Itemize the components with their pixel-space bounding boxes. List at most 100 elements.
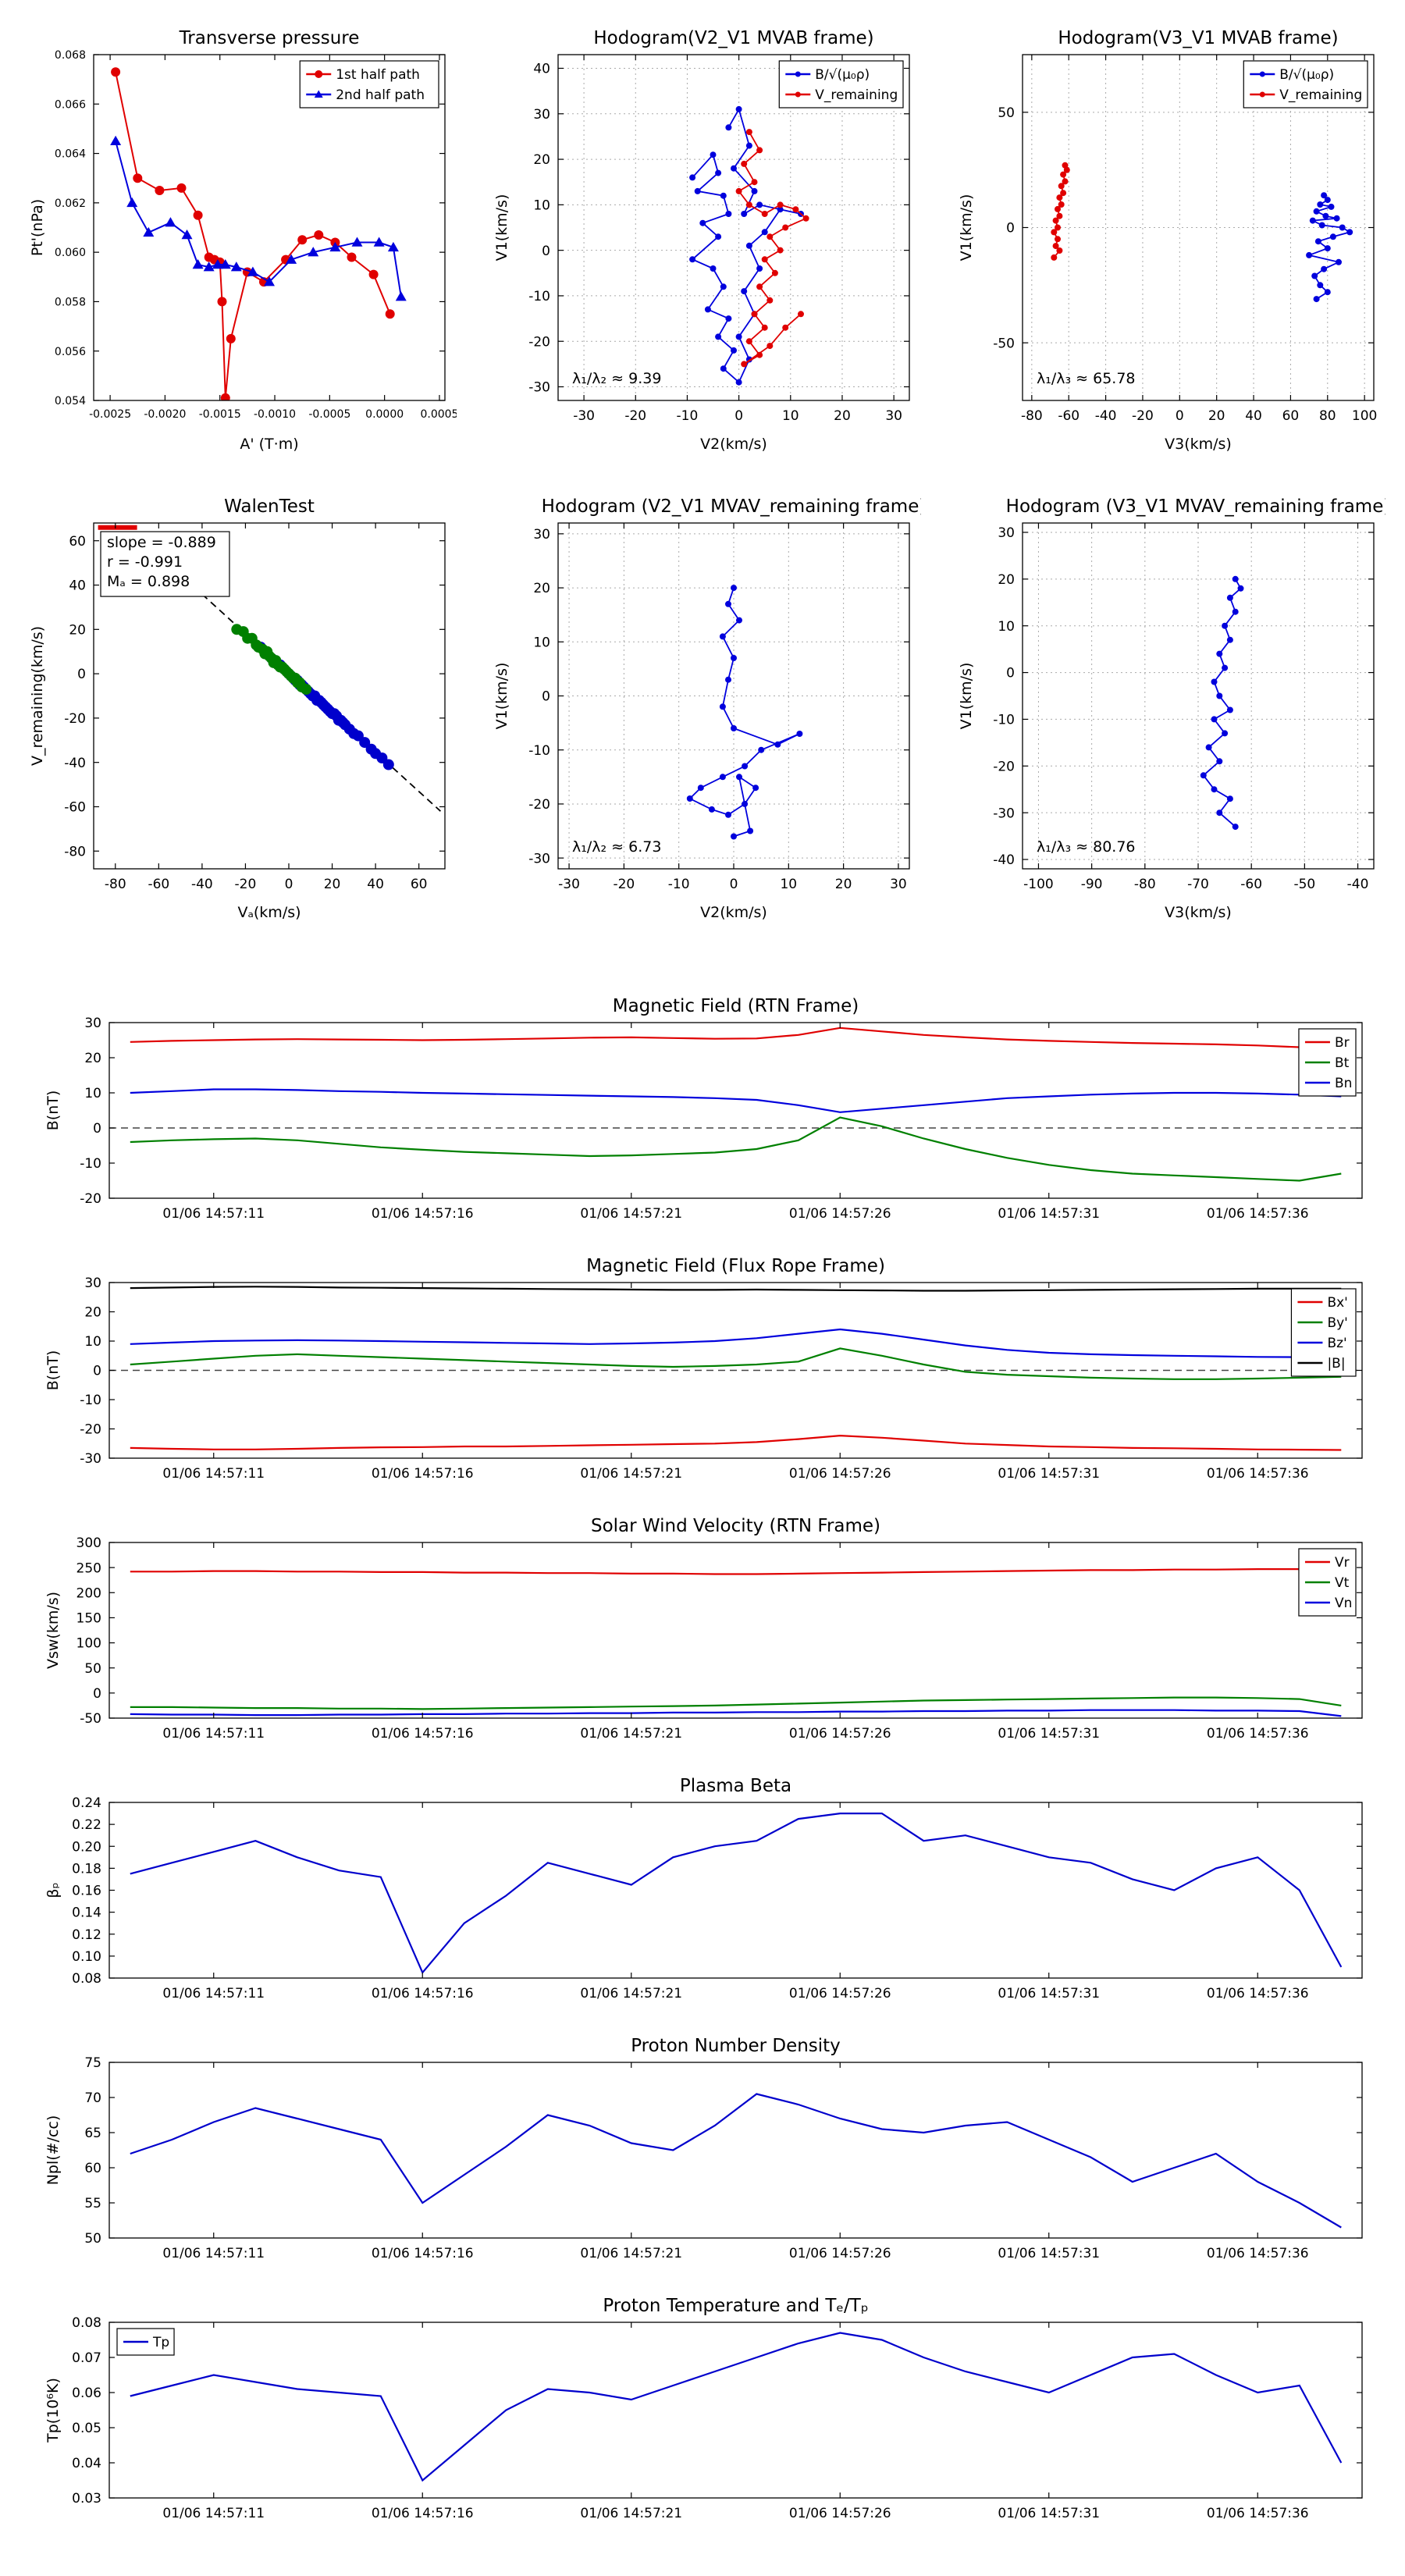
x-axis-label: A' (T·m) — [240, 436, 298, 453]
legend-marker — [314, 90, 323, 98]
x-tick-label: -0.0020 — [144, 408, 186, 421]
x-tick-label: 30 — [885, 408, 902, 424]
y-tick-label: 0.12 — [72, 1927, 101, 1943]
x-tick-label: 01/06 14:57:11 — [162, 1466, 265, 1482]
axes-frame — [93, 54, 446, 401]
y-tick-label: -50 — [993, 336, 1015, 351]
y-tick-label: 0.10 — [72, 1949, 101, 1965]
x-tick-label: 01/06 14:57:36 — [1207, 1726, 1309, 1742]
legend-label: Bz' — [1327, 1336, 1346, 1351]
legend-label: B/√(μ₀ρ) — [815, 67, 870, 83]
chart-title: Hodogram(V2_V1 MVAB frame) — [593, 28, 873, 48]
chart-title: WalenTest — [224, 496, 315, 517]
y-tick-label: 60 — [84, 2161, 101, 2176]
y-tick-label: 0.20 — [72, 1839, 101, 1855]
y-tick-label: 40 — [533, 62, 550, 77]
markers-b-path — [1200, 575, 1244, 831]
series-Bx-prime — [130, 1434, 1342, 1451]
y-tick-label: 0 — [1006, 221, 1015, 237]
chart-title: Plasma Beta — [680, 1776, 791, 1796]
chart-title: Magnetic Field (RTN Frame) — [613, 996, 859, 1016]
y-tick-label: 0.056 — [55, 346, 86, 358]
y-tick-label: -30 — [993, 806, 1015, 821]
series-b-path — [1202, 578, 1242, 827]
hodogram-v2v1-mvab-chart: -30 -20 -10 0 10 20 30 -30 -20 -10 0 10 20 30 40 Hodogr… — [484, 20, 921, 457]
y-tick-label: 150 — [76, 1611, 101, 1627]
legend: Tp — [116, 2328, 175, 2356]
x-tick-label: 01/06 14:57:11 — [162, 2246, 265, 2261]
x-tick-label: 01/06 14:57:31 — [998, 2506, 1100, 2521]
y-tick-label: 20 — [533, 581, 550, 596]
y-tick-label: 0.058 — [55, 296, 86, 308]
series-first-half-path — [115, 71, 391, 398]
y-axis-label: V1(km/s) — [958, 194, 975, 262]
y-axis-label: B(nT) — [44, 1350, 62, 1391]
y-tick-label: 70 — [84, 2090, 101, 2106]
chart-svg: -30 -20 -10 0 10 20 30 -30 -20 -10 0 10 20 30 Hodogram… — [493, 496, 926, 921]
y-tick-label: 0.14 — [72, 1905, 101, 1921]
y-tick-label: -20 — [64, 711, 86, 727]
markers-walen-green-points — [231, 624, 312, 695]
x-tick-label: -50 — [1293, 877, 1315, 892]
series-group — [130, 1286, 1342, 1451]
legend-marker — [795, 71, 801, 77]
y-tick-label: 0.068 — [55, 49, 86, 62]
y-tick-label: -80 — [64, 844, 86, 859]
y-tick-label: -50 — [80, 1711, 101, 1727]
x-axis-label: V2(km/s) — [700, 436, 767, 453]
x-tick-label: -10 — [677, 408, 699, 424]
x-tick-label: 01/06 14:57:36 — [1207, 2506, 1309, 2521]
y-tick-label: -10 — [993, 713, 1015, 728]
x-tick-label: 01/06 14:57:26 — [789, 1206, 891, 1222]
x-tick-label: 20 — [324, 877, 341, 892]
y-tick-label: -40 — [993, 852, 1015, 868]
x-tick-label: 01/06 14:57:31 — [998, 1466, 1100, 1482]
axes-frame — [108, 2062, 1363, 2239]
chart-title: Hodogram(V3_V1 MVAB frame) — [1058, 28, 1338, 48]
markers-v-remaining — [735, 129, 809, 368]
legend-label: Vr — [1335, 1555, 1350, 1571]
stats-line: slope = -0.889 — [107, 534, 216, 551]
y-axis-label: B(nT) — [44, 1091, 62, 1131]
y-tick-label: 250 — [76, 1560, 101, 1576]
legend-label: By' — [1327, 1315, 1347, 1331]
series-beta-p — [130, 1813, 1343, 1975]
x-axis-label: Vₐ(km/s) — [237, 904, 301, 921]
y-tick-label: 0.08 — [72, 1971, 101, 1987]
series-group — [110, 67, 407, 400]
x-tick-label: -60 — [148, 877, 169, 892]
x-tick-label: 60 — [1282, 408, 1300, 424]
y-tick-label: 0.06 — [72, 2386, 101, 2401]
transverse-pressure-chart: -0.0025 -0.0020 -0.0015 -0.0010 -0.0005 0.000… — [20, 20, 458, 457]
legend-label: V_remaining — [815, 87, 898, 103]
x-tick-label: 01/06 14:57:21 — [580, 1206, 682, 1222]
hodogram-v2v1-mvav-chart: -30 -20 -10 0 10 20 30 -30 -20 -10 0 10 20 30 Hodogram… — [484, 488, 926, 925]
y-tick-label: 20 — [998, 572, 1015, 588]
x-tick-label: 20 — [834, 408, 851, 424]
legend-label: 1st half path — [336, 67, 420, 83]
y-tick-label: 30 — [84, 1016, 101, 1031]
x-tick-label: 01/06 14:57:16 — [372, 1726, 474, 1742]
x-tick-label: 01/06 14:57:36 — [1207, 2246, 1309, 2261]
series-Vr — [130, 1567, 1342, 1575]
chart-svg: 01/06 14:57:11 01/06 14:57:16 01/06 14:57:… — [44, 996, 1363, 1222]
x-tick-label: 30 — [890, 877, 907, 892]
x-tick-label: 40 — [1245, 408, 1262, 424]
legend-label: Bx' — [1327, 1295, 1347, 1311]
x-tick-label: 01/06 14:57:11 — [162, 1206, 265, 1222]
x-tick-label: 01/06 14:57:21 — [580, 2506, 682, 2521]
y-tick-label: 0.03 — [72, 2491, 101, 2507]
x-tick-label: -70 — [1187, 877, 1209, 892]
y-tick-label: 0.062 — [55, 197, 86, 210]
stats-line: Mₐ = 0.898 — [107, 573, 190, 590]
hodogram-v3v1-mvab-chart: -80 -60 -40 -20 0 20 40 60 80 100 -50 0 50 Hodogram(V… — [948, 20, 1385, 457]
y-tick-label: 0.04 — [72, 2456, 101, 2471]
stats-box — [100, 531, 230, 597]
legend: B/√(μ₀ρ) V_remaining — [778, 60, 904, 109]
series-B-magnitude — [130, 1286, 1342, 1292]
y-axis-label: Pt'(nPa) — [29, 199, 46, 256]
y-tick-label: -20 — [528, 797, 550, 813]
y-tick-label: 0 — [542, 244, 550, 259]
x-tick-label: 01/06 14:57:16 — [372, 1466, 474, 1482]
